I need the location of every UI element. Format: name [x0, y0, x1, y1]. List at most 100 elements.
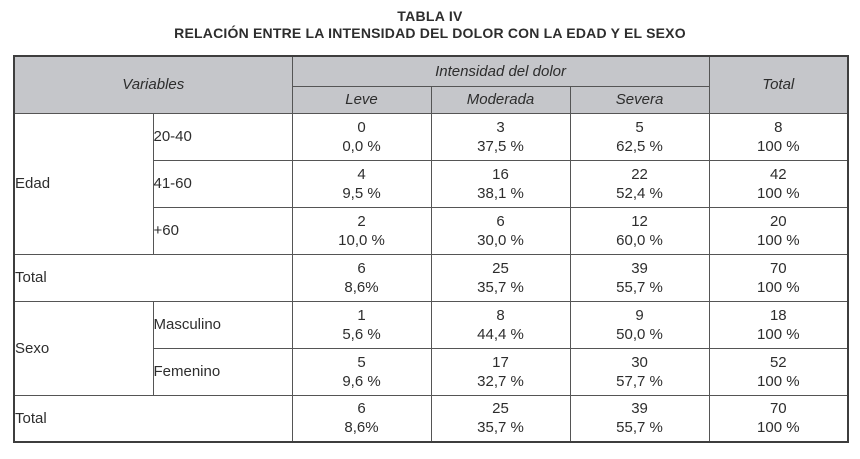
cell-count: 8: [774, 118, 783, 136]
data-cell: 5 62,5 %: [569, 112, 710, 161]
data-cell-total: 8 100 %: [708, 112, 849, 161]
data-cell: 39 55,7 %: [569, 394, 710, 443]
table-row-edad-41-60: 41-60 4 9,5 % 16 38,1 % 22 52,4 % 42 100…: [14, 159, 849, 208]
cell-count: 39: [631, 259, 648, 277]
cell-percent: 37,5 %: [477, 137, 524, 155]
cell-count: 70: [769, 400, 787, 418]
page-subtitle: RELACIÓN ENTRE LA INTENSIDAD DEL DOLOR C…: [174, 25, 686, 41]
cell-count: 1: [357, 306, 366, 324]
table-row-edad-20-40: Edad 20-40 0 0,0 % 3 37,5 % 5 62,5 % 8 1…: [13, 112, 849, 255]
cell-count: 25: [492, 400, 509, 418]
cell-percent: 35,7 %: [477, 419, 524, 437]
cell-percent: 55,7 %: [616, 278, 663, 296]
data-cell: 3 37,5 %: [430, 112, 571, 161]
cell-percent: 100 %: [757, 325, 800, 343]
data-cell: 25 35,7 %: [430, 394, 571, 443]
table-row-sexo-masculino: Sexo Masculino 1 5,6 % 8 44,4 % 9 50,0 %…: [13, 300, 849, 396]
data-cell: 2 10,0 %: [291, 206, 432, 255]
row-label-20-40: 20-40: [152, 112, 293, 161]
cell-count: 30: [631, 353, 648, 371]
data-cell: 9 50,0 %: [569, 300, 710, 349]
cell-count: 8: [496, 306, 505, 324]
cell-count: 0: [357, 118, 366, 136]
header-intensity-group: Intensidad del dolor: [291, 55, 710, 87]
cell-count: 17: [492, 353, 509, 371]
data-cell: 22 52,4 %: [569, 159, 710, 208]
header-row-group: Variables Intensidad del dolor Total: [13, 55, 849, 114]
cell-percent: 100 %: [757, 419, 800, 437]
page-title: TABLA IV: [397, 8, 463, 24]
cell-percent: 52,4 %: [616, 184, 663, 202]
cell-percent: 100 %: [757, 231, 800, 249]
cell-percent: 9,6 %: [342, 372, 381, 390]
cell-percent: 55,7 %: [616, 419, 663, 437]
data-cell: 6 30,0 %: [430, 206, 571, 255]
row-label-total-sexo: Total: [13, 394, 293, 443]
cell-percent: 9,5 %: [342, 184, 381, 202]
header-leve: Leve: [291, 85, 432, 114]
cell-percent: 62,5 %: [616, 137, 663, 155]
cell-count: 18: [769, 306, 787, 324]
group-label-edad: Edad: [13, 112, 154, 255]
header-total: Total: [708, 55, 849, 114]
cell-percent: 35,7 %: [477, 278, 524, 296]
row-label-femenino: Femenino: [152, 347, 293, 396]
cell-percent: 30,0 %: [477, 231, 524, 249]
cell-count: 6: [357, 259, 366, 277]
cell-percent: 100 %: [757, 278, 800, 296]
cell-count: 9: [635, 306, 644, 324]
cell-count: 6: [496, 212, 505, 230]
data-cell-total: 52 100 %: [708, 347, 849, 396]
data-cell: 0 0,0 %: [291, 112, 432, 161]
table-row-sexo-total: Total 6 8,6% 25 35,7 % 39 55,7 % 70 100 …: [13, 394, 849, 443]
cell-count: 70: [769, 259, 787, 277]
cell-count: 16: [492, 165, 509, 183]
cell-count: 2: [357, 212, 366, 230]
row-label-total-edad: Total: [13, 253, 293, 302]
data-cell: 30 57,7 %: [569, 347, 710, 396]
cell-percent: 32,7 %: [477, 372, 524, 390]
cell-percent: 50,0 %: [616, 325, 663, 343]
cell-percent: 100 %: [757, 372, 800, 390]
data-cell: 6 8,6%: [291, 394, 432, 443]
cell-count: 25: [492, 259, 509, 277]
cell-count: 42: [769, 165, 787, 183]
data-cell: 25 35,7 %: [430, 253, 571, 302]
table-row-edad-total: Total 6 8,6% 25 35,7 % 39 55,7 % 70 100 …: [13, 253, 849, 302]
cell-count: 4: [357, 165, 366, 183]
cell-count: 20: [769, 212, 787, 230]
header-variables: Variables: [13, 55, 293, 114]
cell-percent: 100 %: [757, 184, 800, 202]
cell-percent: 0,0 %: [342, 137, 381, 155]
header-severa: Severa: [569, 85, 710, 114]
cell-count: 5: [357, 353, 366, 371]
data-cell: 8 44,4 %: [430, 300, 571, 349]
cell-percent: 60,0 %: [616, 231, 663, 249]
header-moderada: Moderada: [430, 85, 571, 114]
cell-count: 39: [631, 400, 648, 418]
cell-percent: 5,6 %: [342, 325, 381, 343]
data-cell-total: 42 100 %: [708, 159, 849, 208]
cell-count: 3: [496, 118, 505, 136]
group-label-sexo: Sexo: [13, 300, 154, 396]
header-row-levels: Leve Moderada Severa: [14, 85, 848, 114]
data-cell: 6 8,6%: [291, 253, 432, 302]
cell-percent: 44,4 %: [477, 325, 524, 343]
data-cell: 12 60,0 %: [569, 206, 710, 255]
data-cell: 17 32,7 %: [430, 347, 571, 396]
data-cell-total: 18 100 %: [708, 300, 849, 349]
cell-percent: 100 %: [757, 137, 800, 155]
data-cell-total: 20 100 %: [708, 206, 849, 255]
row-label-41-60: 41-60: [152, 159, 293, 208]
cell-count: 12: [631, 212, 648, 230]
cell-percent: 10,0 %: [338, 231, 385, 249]
cell-count: 6: [357, 400, 366, 418]
table-caption: TABLA IV RELACIÓN ENTRE LA INTENSIDAD DE…: [0, 8, 860, 42]
cell-percent: 8,6%: [344, 419, 379, 437]
cell-count: 22: [631, 165, 648, 183]
data-cell: 1 5,6 %: [291, 300, 432, 349]
row-label-60plus: +60: [152, 206, 293, 255]
cell-count: 5: [635, 118, 644, 136]
cell-percent: 8,6%: [344, 278, 379, 296]
data-cell-total: 70 100 %: [708, 253, 849, 302]
